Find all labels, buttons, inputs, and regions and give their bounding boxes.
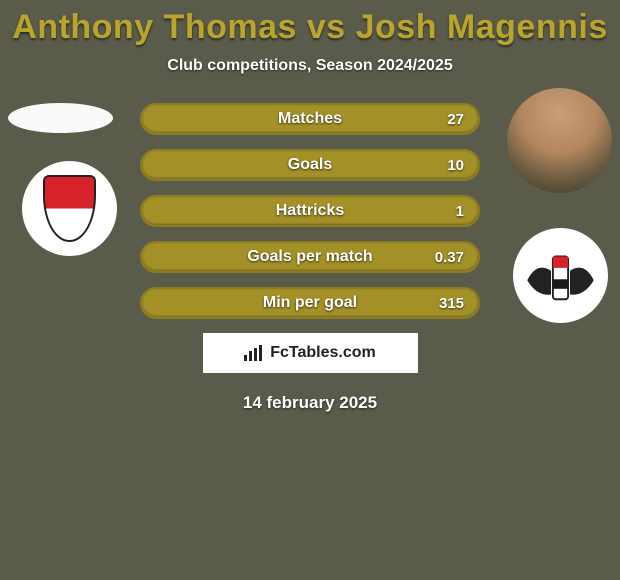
subtitle: Club competitions, Season 2024/2025 <box>0 57 620 75</box>
face-placeholder <box>507 88 612 193</box>
stat-label: Hattricks <box>142 202 478 220</box>
stat-label: Goals per match <box>142 248 478 266</box>
stat-value-right: 10 <box>447 157 464 174</box>
club-left-crest <box>22 161 117 256</box>
bars-icon <box>244 345 264 361</box>
stat-row: Min per goal315 <box>140 287 480 319</box>
main-area: Matches27 Goals10 Hattricks1 Goals per matc… <box>0 103 620 413</box>
stat-row: Hattricks1 <box>140 195 480 227</box>
player-right-avatar <box>507 88 612 193</box>
stat-label: Min per goal <box>142 294 478 312</box>
stat-bars: Matches27 Goals10 Hattricks1 Goals per matc… <box>140 103 480 319</box>
club-right-crest <box>513 228 608 323</box>
page-title: Anthony Thomas vs Josh Magennis <box>0 0 620 47</box>
stat-row: Goals per match0.37 <box>140 241 480 273</box>
brand-text: FcTables.com <box>270 344 376 362</box>
stat-value-right: 315 <box>439 295 464 312</box>
player-left-avatar <box>8 103 113 133</box>
stat-row: Matches27 <box>140 103 480 135</box>
comparison-card: Anthony Thomas vs Josh Magennis Club com… <box>0 0 620 580</box>
stat-label: Matches <box>142 110 478 128</box>
stat-value-right: 27 <box>447 111 464 128</box>
stat-label: Goals <box>142 156 478 174</box>
stat-row: Goals10 <box>140 149 480 181</box>
brand-badge: FcTables.com <box>203 333 418 373</box>
stat-value-right: 1 <box>456 203 464 220</box>
stat-value-right: 0.37 <box>435 249 464 266</box>
date-text: 14 february 2025 <box>0 393 620 413</box>
